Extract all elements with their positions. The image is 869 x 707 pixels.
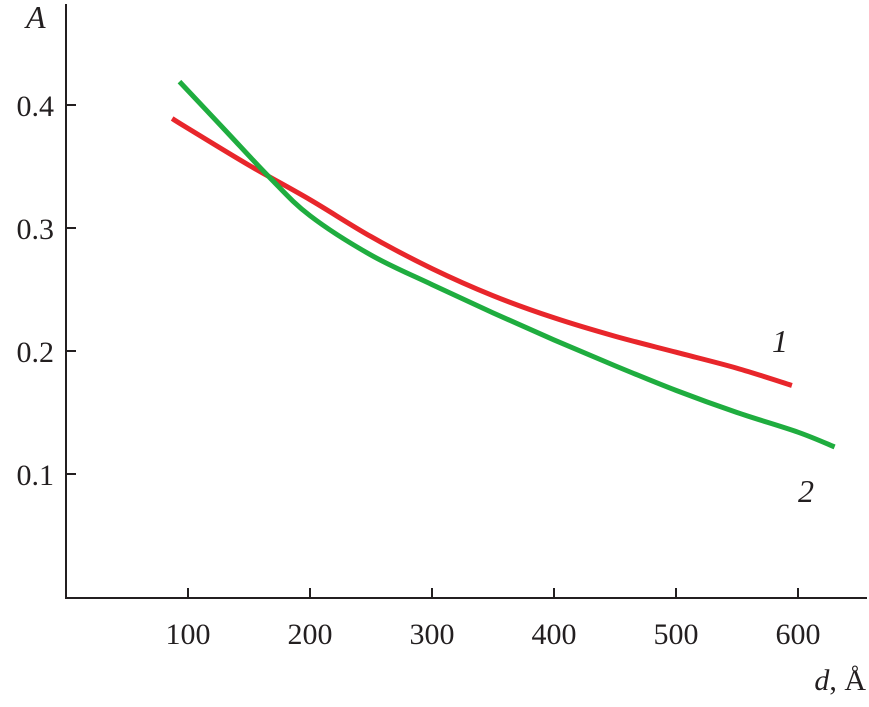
y-tick-label: 0.2	[17, 336, 55, 369]
series-label-2: 2	[798, 473, 814, 509]
x-tick-label: 600	[776, 618, 821, 651]
y-tick-label: 0.1	[17, 459, 55, 492]
x-tick-label: 100	[166, 618, 211, 651]
x-tick-label: 400	[532, 618, 577, 651]
series-line-2	[177, 79, 836, 450]
y-axis-label: A	[24, 0, 46, 35]
x-tick-label: 300	[410, 618, 455, 651]
y-tick-label: 0.3	[17, 213, 55, 246]
x-axis-label: d, Å	[814, 664, 866, 697]
x-tick-label: 500	[654, 618, 699, 651]
x-tick-label: 200	[288, 618, 333, 651]
series-line-1	[170, 116, 793, 388]
y-tick-label: 0.4	[17, 90, 55, 123]
series-label-1: 1	[772, 323, 788, 359]
